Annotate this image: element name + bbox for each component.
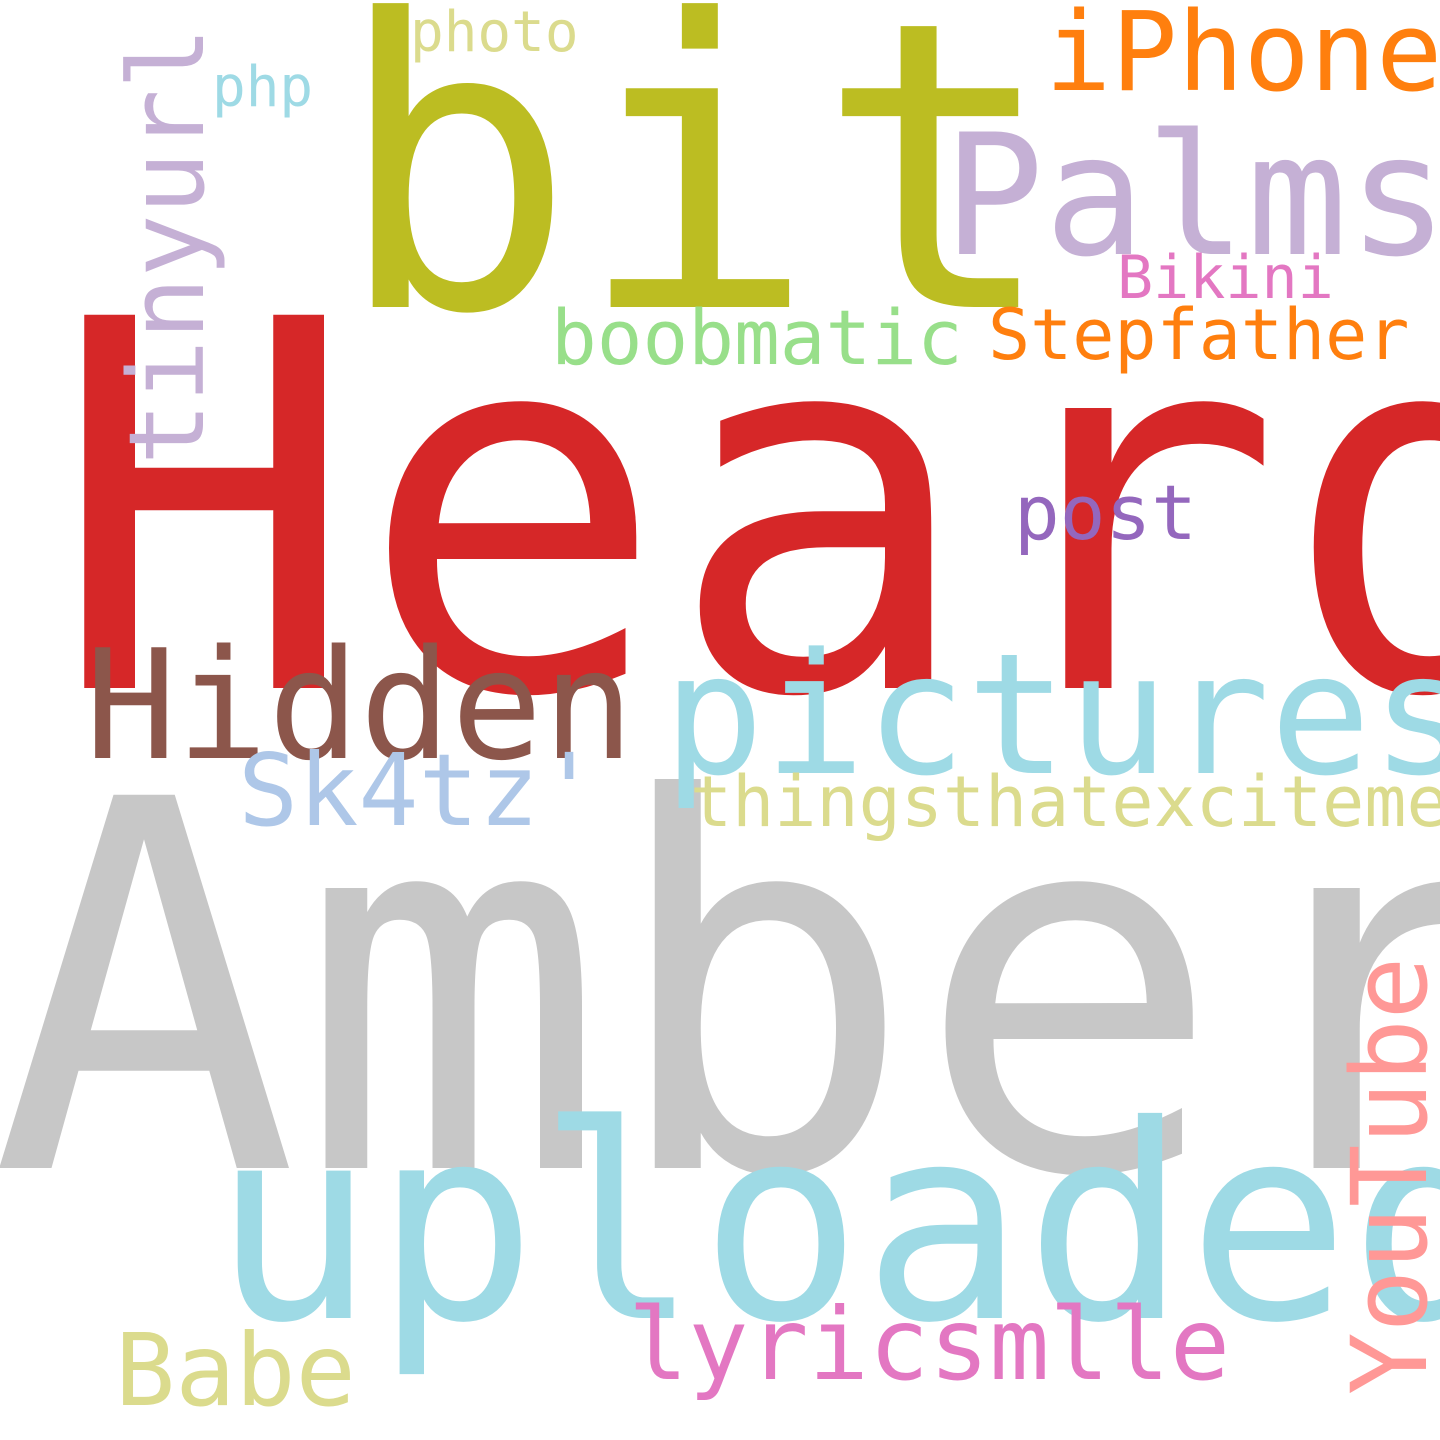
- word-post: post: [1014, 468, 1198, 557]
- word-tinyurl: tinyurl: [106, 26, 228, 465]
- word-boobmatic: boobmatic: [551, 293, 963, 382]
- word-photo: photo: [410, 0, 579, 65]
- word-amber: Amber: [0, 693, 1440, 1289]
- word-lyricsmlle: lyricsmlle: [628, 1286, 1231, 1403]
- word-youtube: YouTube: [1329, 956, 1440, 1395]
- word-palms: Palms: [943, 98, 1440, 294]
- word-thingsthatexciteme: thingsthatexciteme: [690, 761, 1440, 843]
- word-stepfather: Stepfather: [988, 294, 1410, 376]
- word-babe: Babe: [115, 1312, 356, 1429]
- word-hidden: Hidden: [85, 617, 635, 794]
- word-sk4tz: Sk4tz': [238, 732, 600, 849]
- word-php: php: [212, 55, 314, 120]
- word-bit: bit: [335, 0, 1058, 402]
- word-heard: Heard: [50, 213, 1440, 809]
- word-uploaded: uploaded: [212, 1067, 1440, 1382]
- word-bikini: Bikini: [1117, 243, 1334, 313]
- word-pictures: pictures: [663, 617, 1440, 813]
- word-iphone: iPhone: [1045, 0, 1440, 116]
